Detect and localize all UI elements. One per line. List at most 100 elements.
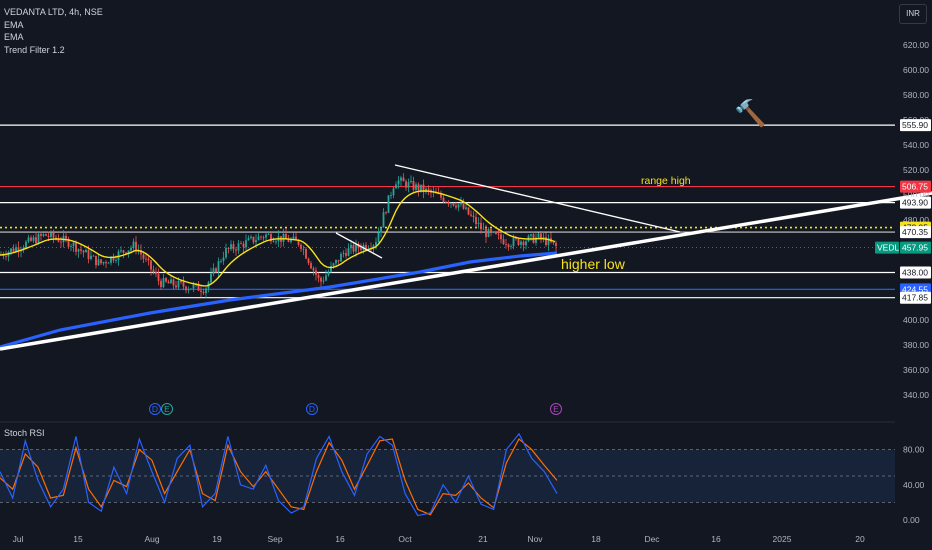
candle-body [487, 229, 490, 237]
candle-body [200, 290, 202, 292]
candle-body [55, 237, 57, 239]
candle-body [165, 278, 167, 282]
candle-body [115, 260, 117, 261]
price-tag-label: 493.90 [902, 198, 928, 208]
candle-body [312, 268, 315, 271]
candle-body [175, 285, 177, 288]
symbol-title[interactable]: VEDANTA LTD, 4h, NSE [4, 7, 103, 17]
candle-body [512, 237, 515, 247]
y-tick-label: 580.00 [903, 90, 929, 100]
candle-body [250, 236, 252, 239]
candle-body [235, 249, 237, 251]
candle-body [290, 239, 292, 242]
candle-body [380, 227, 382, 233]
candle-body [30, 237, 32, 241]
event-marker-label: D [309, 404, 315, 414]
candle-body [185, 286, 187, 291]
candle-body [47, 235, 50, 237]
candle-body [472, 215, 475, 217]
candle-body [110, 256, 112, 263]
candle-body [67, 238, 70, 247]
indicator-ema-2[interactable]: EMA [4, 32, 24, 42]
candle-body [65, 235, 67, 239]
candle-body [267, 234, 270, 235]
candle-body [80, 249, 82, 251]
candle-body [445, 201, 447, 203]
candle-body [155, 272, 157, 274]
candle-body [182, 282, 185, 287]
candle-body [537, 233, 540, 238]
event-marker-label: E [164, 404, 170, 414]
indicator-trend-filter[interactable]: Trend Filter 1.2 [4, 44, 65, 55]
x-tick-label: Nov [527, 534, 543, 544]
y-tick-label: 340.00 [903, 390, 929, 400]
stoch-rsi-label[interactable]: Stoch RSI [4, 428, 45, 438]
candle-body [420, 184, 422, 191]
candle-body [247, 238, 250, 241]
candle-body [405, 181, 407, 188]
candle-body [97, 259, 100, 266]
candle-body [460, 202, 462, 205]
candle-body [455, 205, 457, 208]
candle-body [552, 242, 555, 244]
candle-body [40, 234, 42, 236]
candle-body [57, 238, 60, 242]
candles [0, 173, 557, 298]
candle-body [170, 279, 172, 284]
price-tag-label: 417.85 [902, 293, 928, 303]
candle-body [22, 247, 25, 250]
x-tick-label: Aug [144, 534, 159, 544]
y-tick-label: 360.00 [903, 365, 929, 375]
candle-body [37, 234, 40, 244]
candle-body [482, 228, 485, 230]
candle-body [297, 239, 300, 245]
y-tick-label: 400.00 [903, 315, 929, 325]
trendlines [0, 164, 932, 351]
candle-body [25, 241, 27, 248]
candle-body [325, 275, 327, 281]
x-tick-label: 20 [855, 534, 865, 544]
candle-body [352, 244, 355, 252]
candle-body [342, 253, 345, 255]
price-tag-label: 555.90 [902, 120, 928, 130]
candle-body [315, 270, 317, 275]
candle-body [452, 202, 455, 206]
stoch-rsi-pane [0, 432, 895, 517]
candle-body [317, 274, 320, 278]
candle-body [130, 247, 132, 251]
y-tick-label: 480.00 [903, 215, 929, 225]
candle-body [17, 247, 20, 252]
candle-body [42, 234, 45, 236]
candle-body [372, 245, 375, 249]
price-tag-label: 506.75 [902, 182, 928, 192]
candle-body [75, 242, 77, 252]
event-marker-label: D [152, 404, 158, 414]
candle-body [275, 241, 277, 243]
candle-body [32, 237, 35, 241]
candle-body [82, 250, 85, 253]
indicator-ema-1[interactable]: EMA [4, 19, 24, 30]
short-trendline [335, 232, 383, 259]
candle-body [327, 271, 330, 276]
candle-body [210, 273, 212, 283]
rsi-k-line [0, 432, 558, 517]
candle-body [157, 273, 160, 281]
candle-body [495, 231, 497, 234]
price-tag [900, 266, 931, 279]
price-tag-label: 470.35 [902, 227, 928, 237]
candle-body [105, 261, 107, 264]
candle-body [500, 234, 502, 240]
x-tick-label: Sep [267, 534, 282, 544]
currency-button[interactable]: INR [899, 4, 927, 24]
candle-body [222, 257, 225, 261]
rsi-tick-label: 0.00 [903, 515, 920, 525]
candle-body [100, 259, 102, 264]
candle-body [265, 234, 267, 238]
candle-body [257, 236, 260, 241]
candle-body [525, 241, 527, 246]
y-tick-label: 380.00 [903, 340, 929, 350]
candle-body [402, 177, 405, 182]
candle-body [480, 222, 482, 230]
